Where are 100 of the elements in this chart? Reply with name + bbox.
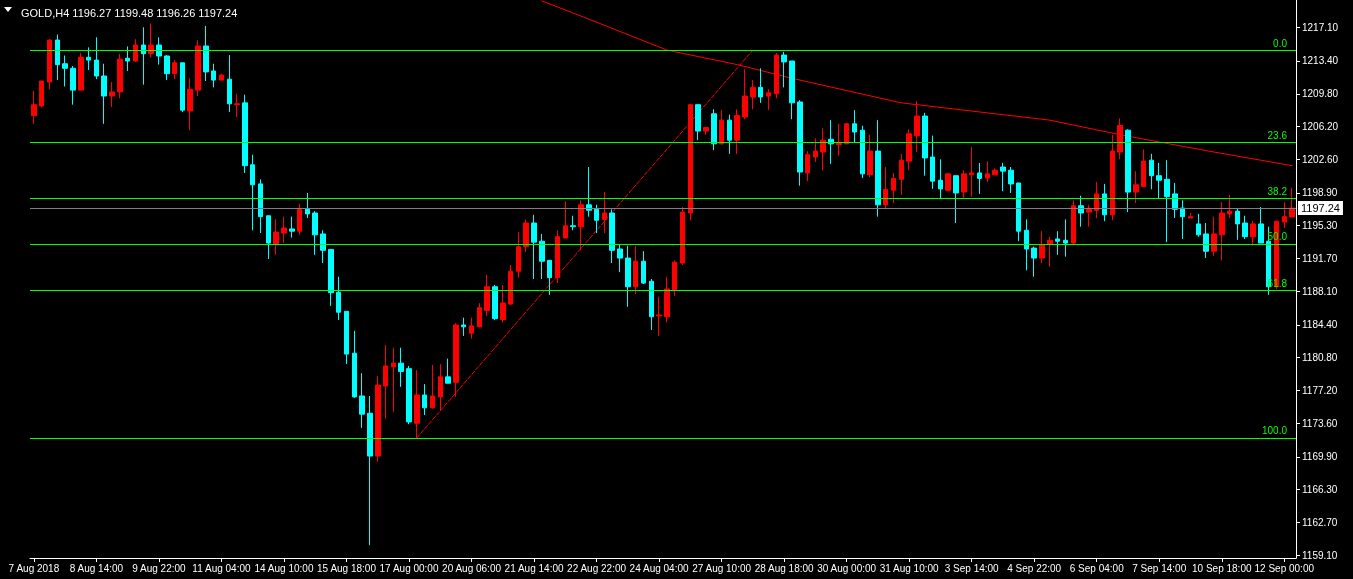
candlestick — [1000, 162, 1006, 192]
candlestick — [985, 160, 990, 183]
candlestick — [1242, 215, 1248, 240]
candlestick — [805, 150, 810, 182]
ref-line-label: 1197.24 — [1301, 202, 1340, 215]
candlestick — [547, 259, 552, 296]
candlestick — [508, 264, 513, 306]
x-tick-label: 27 Aug 10:00 — [692, 562, 752, 574]
candlestick — [617, 244, 623, 273]
x-tick-label: 6 Sep 04:00 — [1069, 562, 1125, 574]
y-tick-label: 1180.80 — [1302, 352, 1338, 364]
candlestick — [742, 68, 748, 120]
candlestick — [227, 54, 232, 113]
candlestick — [1016, 182, 1021, 242]
y-tick-label: 1217.10 — [1302, 21, 1339, 33]
x-tick-label: 24 Aug 04:00 — [629, 562, 689, 574]
candlestick — [289, 216, 295, 239]
candlestick — [774, 52, 779, 99]
y-tick-label: 1202.60 — [1302, 153, 1339, 165]
candlestick — [180, 62, 185, 113]
candlestick — [1024, 218, 1029, 271]
candlestick — [649, 278, 654, 331]
candlestick — [539, 233, 545, 280]
candlestick — [891, 172, 896, 204]
candlestick — [219, 73, 224, 81]
candlestick — [727, 114, 732, 155]
candlestick — [500, 284, 506, 323]
candlestick — [656, 296, 662, 337]
y-tick-label: 1162.70 — [1302, 517, 1338, 528]
candlestick — [250, 154, 255, 231]
candlestick — [664, 276, 670, 323]
candlestick — [484, 274, 490, 317]
candlestick — [1078, 195, 1084, 228]
candlestick — [609, 208, 615, 264]
candlestick — [1282, 201, 1287, 229]
candlestick — [492, 284, 498, 321]
candlestick — [39, 80, 44, 108]
candlestick — [750, 79, 756, 110]
candlestick — [906, 128, 912, 171]
y-tick-label: 1195.30 — [1302, 220, 1338, 232]
candlestick — [1086, 204, 1092, 228]
y-tick-label: 1209.80 — [1302, 88, 1339, 100]
candlestick — [1117, 117, 1123, 160]
candlestick — [273, 218, 279, 256]
candlestick — [703, 126, 709, 136]
candlestick — [734, 108, 740, 155]
candlestick — [977, 162, 982, 195]
candlestick — [594, 204, 599, 234]
candlestick — [641, 250, 646, 285]
candlestick — [1055, 230, 1060, 256]
y-tick-label: 1166.30 — [1302, 484, 1338, 496]
candlestick — [1250, 220, 1256, 247]
x-tick-label: 21 Aug 14:00 — [504, 562, 564, 574]
candlestick — [680, 206, 685, 266]
candlestick — [375, 375, 381, 463]
candlestick — [156, 36, 162, 66]
candlestick — [94, 36, 99, 80]
candlestick — [992, 167, 998, 176]
x-tick-label: 4 Sep 22:00 — [1007, 562, 1062, 574]
candlestick — [438, 363, 443, 411]
annotation: 100.0 — [1261, 425, 1288, 437]
candlestick — [789, 60, 795, 120]
candlestick — [477, 302, 482, 328]
candlestick — [1235, 207, 1240, 241]
candlestick — [531, 214, 537, 280]
candlestick — [367, 395, 373, 546]
candlestick — [1188, 212, 1193, 219]
candlestick — [930, 135, 935, 190]
candlestick — [312, 210, 318, 256]
candlestick — [836, 123, 842, 157]
candlestick — [711, 108, 717, 151]
x-tick-label: 12 Sep 00:00 — [1254, 562, 1315, 574]
x-tick-label: 15 Aug 18:00 — [317, 562, 377, 574]
annotation: 38.2 — [1267, 185, 1288, 197]
candlestick — [899, 153, 904, 196]
candlestick — [602, 191, 607, 234]
candlestick — [383, 344, 388, 420]
y-tick-label: 1159.10 — [1302, 549, 1338, 561]
candlestick — [852, 109, 857, 143]
candlestick — [1008, 166, 1014, 194]
candlestick — [125, 45, 130, 72]
candlestick — [672, 259, 677, 297]
x-tick-label: 10 Sep 18:00 — [1192, 562, 1252, 574]
candlestick — [1102, 183, 1107, 222]
y-tick-label: 1191.70 — [1302, 253, 1338, 265]
x-tick-label: 22 Aug 22:00 — [567, 562, 627, 574]
y-tick-label: 1213.40 — [1302, 55, 1339, 67]
candlestick — [234, 93, 240, 118]
candlestick — [133, 38, 138, 63]
candlestick — [1071, 199, 1076, 245]
candlestick — [1156, 162, 1162, 199]
x-tick-label: 14 Aug 10:00 — [254, 562, 314, 574]
candlestick — [164, 54, 170, 81]
candlestick — [922, 112, 928, 177]
candlestick — [187, 77, 193, 131]
candlestick — [516, 231, 521, 279]
x-tick-label: 28 Aug 18:00 — [754, 562, 815, 574]
candlestick — [445, 358, 451, 384]
x-tick-label: 3 Sep 14:00 — [944, 562, 1000, 574]
candlestick — [1219, 201, 1225, 261]
